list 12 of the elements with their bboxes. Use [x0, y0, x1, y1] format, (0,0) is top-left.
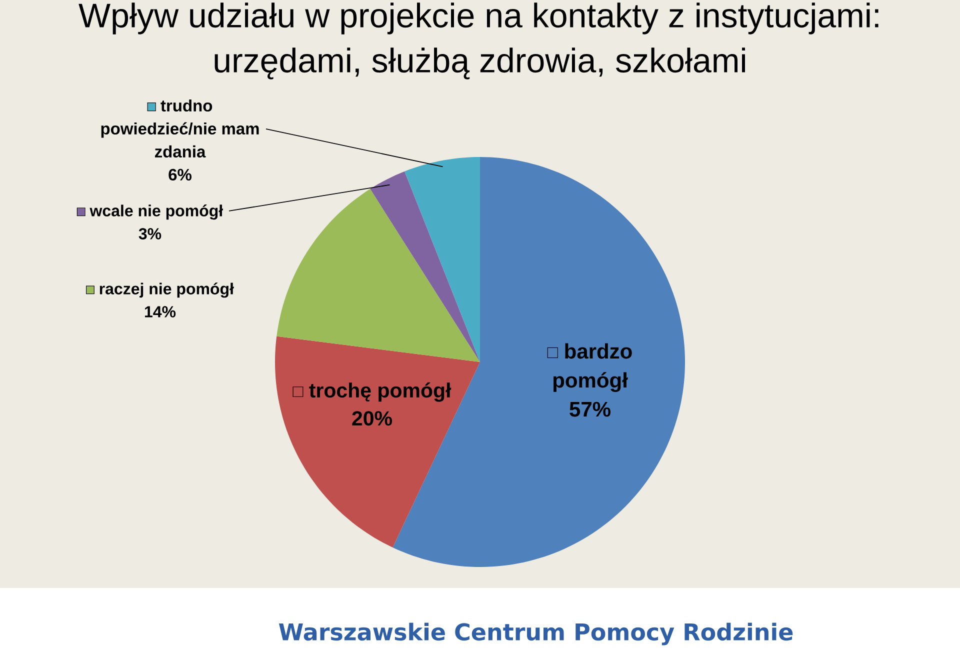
legend-label: trudno powiedzieć/nie mam zdania [101, 99, 259, 158]
data-label: 6% [168, 168, 192, 181]
data-label: 14% [144, 306, 176, 318]
data-label: 3% [138, 228, 162, 240]
text: Warszawskie Centrum Pomocy Rodzinie [278, 622, 793, 646]
slice-label: bardzo pomógł [553, 343, 632, 392]
data-label: 20% [352, 411, 392, 426]
chart-title: Wpływ udziału w projekcie na kontakty z instytucjami: urzędami, służbą zdrowia, szkołami [78, 2, 878, 80]
data-label: 57% [570, 402, 610, 417]
legend-label: raczej nie pomógł [100, 282, 234, 298]
legend-label: wcale nie pomógł [90, 204, 223, 220]
slice-label: trochę pomógł [309, 382, 452, 402]
